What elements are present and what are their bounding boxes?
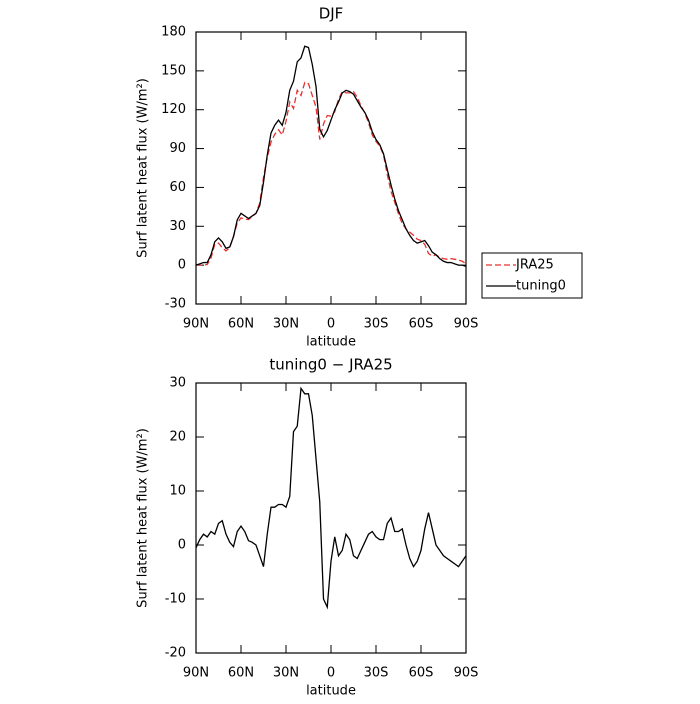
x-tick-label: 30N <box>273 317 299 332</box>
x-tick-label: 30S <box>364 666 389 681</box>
y-tick-label: 60 <box>169 180 186 195</box>
y-tick-label: 20 <box>169 430 186 445</box>
legend-label: tuning0 <box>516 279 566 294</box>
y-tick-label: -20 <box>165 646 186 661</box>
x-tick-label: 60S <box>409 317 434 332</box>
y-tick-label: 30 <box>169 376 186 391</box>
x-axis-label: latitude <box>306 684 356 699</box>
x-tick-label: 60N <box>228 666 254 681</box>
y-tick-label: 150 <box>161 63 186 78</box>
y-tick-label: 120 <box>161 102 186 117</box>
x-tick-label: 90S <box>454 317 479 332</box>
x-tick-label: 90N <box>183 666 209 681</box>
x-tick-label: 30N <box>273 666 299 681</box>
data-line <box>195 81 467 266</box>
data-line <box>195 386 467 610</box>
chart-title: DJF <box>319 5 344 23</box>
y-tick-label: -10 <box>165 592 186 607</box>
y-tick-label: 30 <box>169 219 186 234</box>
y-axis-label: Surf latent heat flux (W/m²) <box>136 78 151 258</box>
x-tick-label: 90N <box>183 317 209 332</box>
y-tick-label: 90 <box>169 141 186 156</box>
panel: DJF latitude Surf latent heat flux (W/m²) 9… <box>136 5 583 350</box>
y-tick-label: 180 <box>161 25 186 40</box>
plot-frame <box>195 382 467 654</box>
chart-title: tuning0 − JRA25 <box>269 356 392 374</box>
y-tick-label: 10 <box>169 484 186 499</box>
legend: JRA25 tuning0 <box>481 252 583 299</box>
x-tick-label: 30S <box>364 317 389 332</box>
legend-label: JRA25 <box>515 258 554 273</box>
x-tick-label: 0 <box>327 666 335 681</box>
legend-box <box>481 252 583 299</box>
y-tick-label: 0 <box>178 538 186 553</box>
y-tick-label: -30 <box>165 297 186 312</box>
data-line <box>195 45 467 268</box>
panel: tuning0 − JRA25 latitude Surf latent heat … <box>136 356 479 699</box>
x-tick-label: 90S <box>454 666 479 681</box>
x-tick-label: 60N <box>228 317 254 332</box>
y-axis-label: Surf latent heat flux (W/m²) <box>136 428 151 608</box>
x-axis-label: latitude <box>306 335 356 350</box>
x-tick-label: 0 <box>327 317 335 332</box>
plot-frame <box>195 31 467 305</box>
y-tick-label: 0 <box>178 258 186 273</box>
x-tick-label: 60S <box>409 666 434 681</box>
